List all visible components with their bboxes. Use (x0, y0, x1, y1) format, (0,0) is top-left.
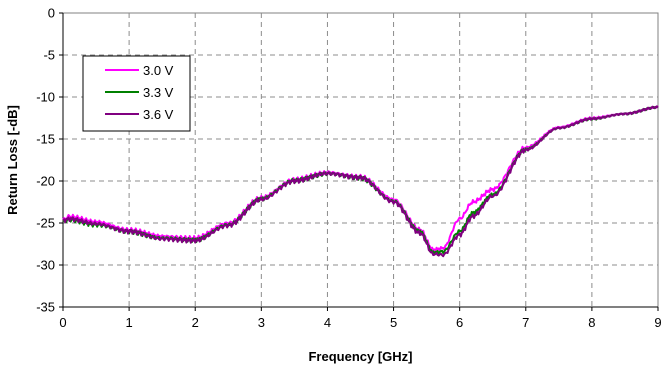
x-tick-label: 3 (258, 315, 265, 330)
x-tick-label: 1 (125, 315, 132, 330)
y-tick-label: -20 (36, 174, 55, 189)
legend-box (82, 55, 191, 132)
legend-label: 3.0 V (143, 63, 174, 78)
y-axis-title: Return Loss [-dB] (5, 105, 20, 215)
x-tick-label: 2 (192, 315, 199, 330)
x-tick-label: 0 (59, 315, 66, 330)
legend: 3.0 V 3.3 V 3.6 V (82, 55, 191, 132)
axes: 0 -5 -10 -15 -20 -25 -30 -35 0 1 2 3 4 5 6 7 8 9 (36, 6, 661, 331)
x-tick-label: 6 (456, 315, 463, 330)
legend-label: 3.6 V (143, 107, 174, 122)
series-line-3-6-v (62, 105, 659, 258)
y-tick-label: -35 (36, 300, 55, 315)
y-tick-label: -10 (36, 90, 55, 105)
x-tick-label: 9 (654, 315, 661, 330)
legend-label: 3.3 V (143, 85, 174, 100)
x-axis-title: Frequency [GHz] (308, 349, 412, 364)
x-tick-label: 5 (390, 315, 397, 330)
y-tick-label: -30 (36, 258, 55, 273)
y-tick-label: 0 (48, 6, 55, 21)
y-tick-label: -15 (36, 132, 55, 147)
series-lines (62, 105, 659, 258)
x-tick-label: 7 (522, 315, 529, 330)
x-tick-label: 4 (324, 315, 331, 330)
y-tick-label: -25 (36, 216, 55, 231)
y-tick-label: -5 (43, 48, 55, 63)
x-tick-label: 8 (588, 315, 595, 330)
